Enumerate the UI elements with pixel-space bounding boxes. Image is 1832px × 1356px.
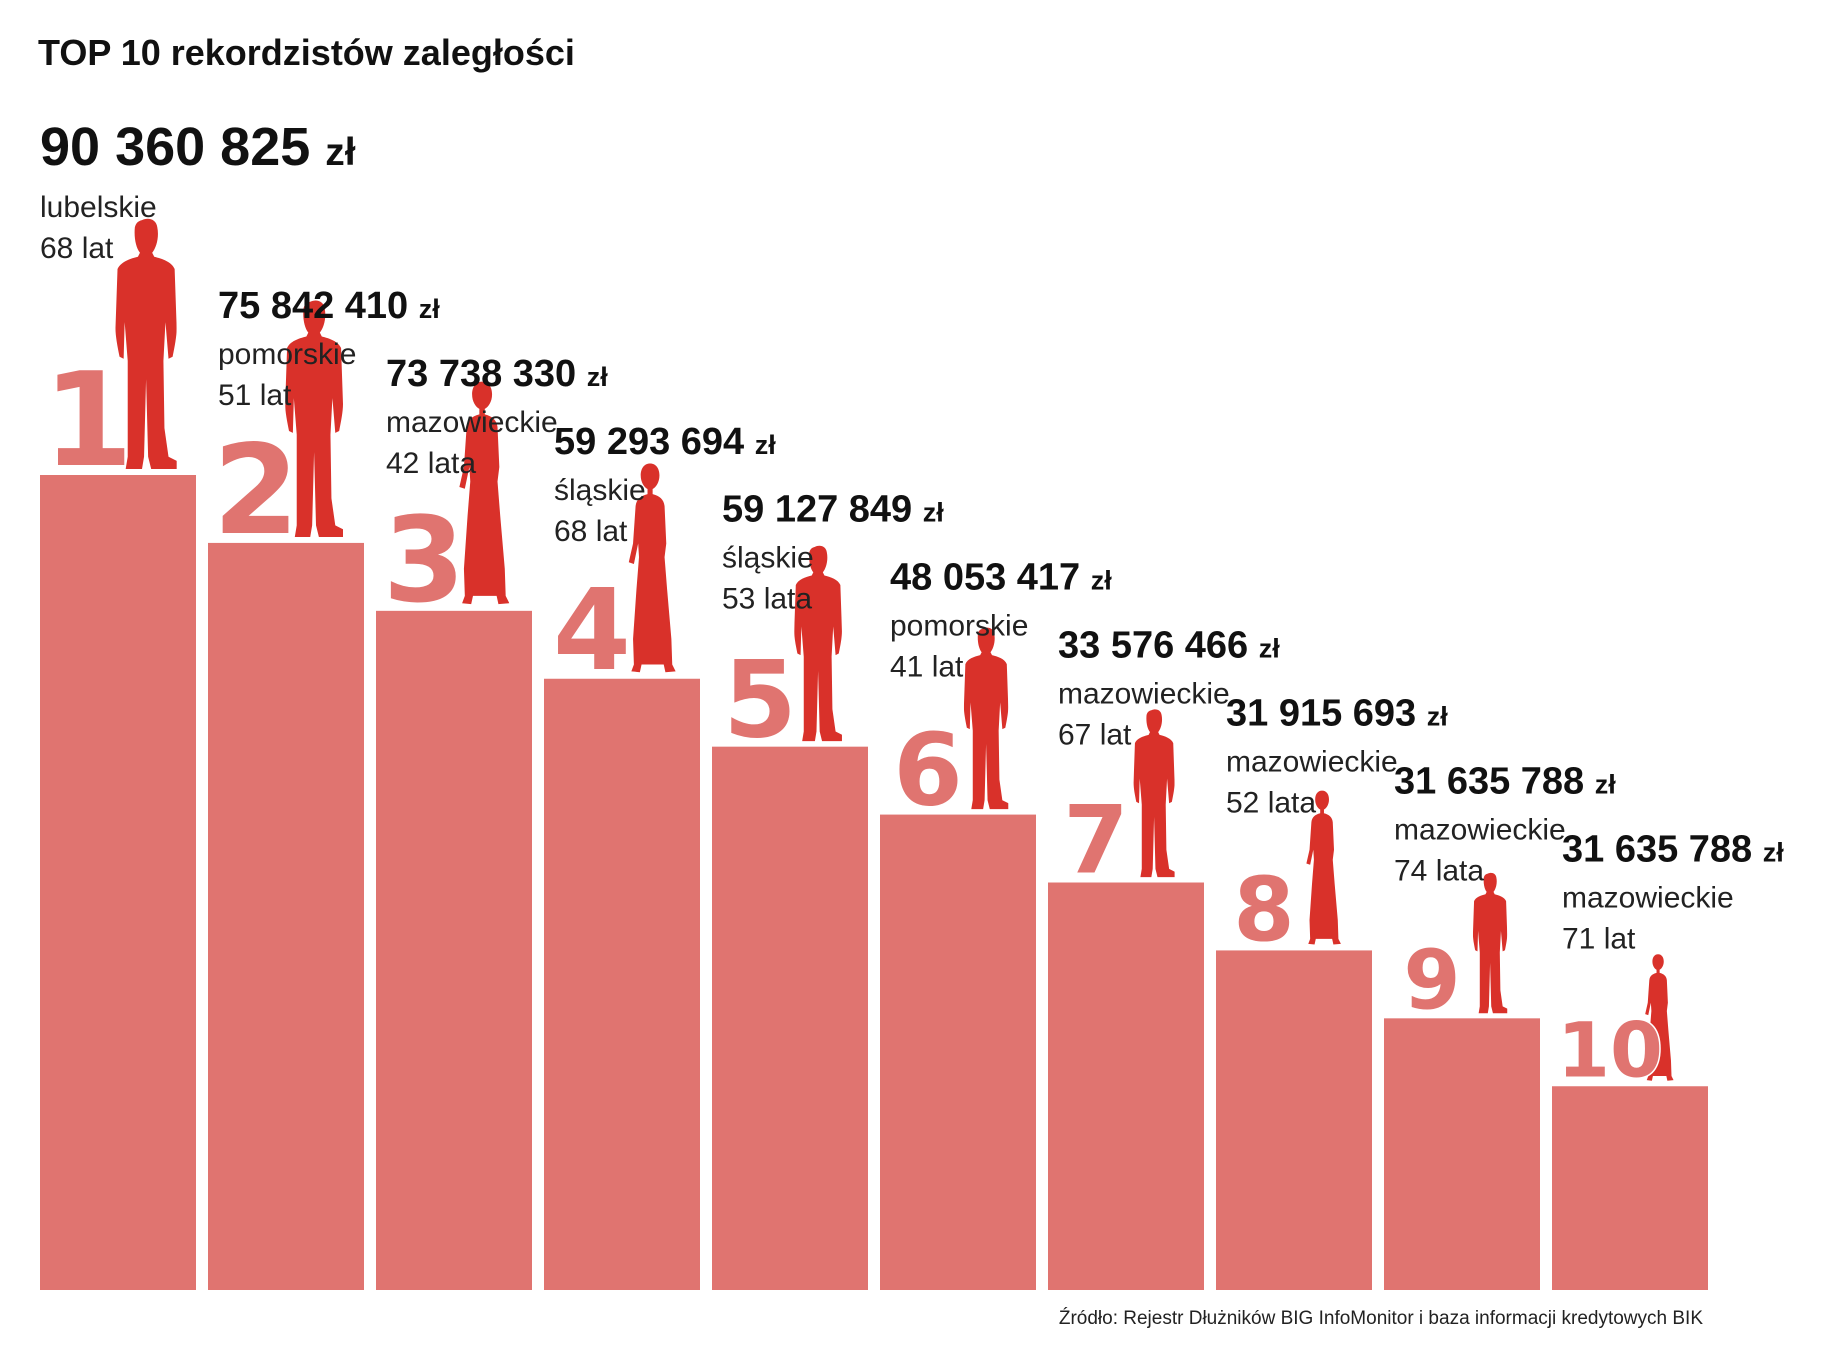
age-label: 51 lat: [218, 379, 292, 412]
region-label: śląskie: [722, 542, 814, 575]
rank-label-5: 5: [723, 639, 797, 762]
man-silhouette-icon: [1472, 872, 1508, 1014]
rank-label-7: 7: [1063, 787, 1128, 896]
bar-10: [1552, 1086, 1708, 1290]
rank-label-6: 6: [893, 712, 963, 829]
age-label: 74 lata: [1394, 854, 1484, 887]
age-label: 53 lata: [722, 583, 812, 616]
region-label: mazowieckie: [1394, 813, 1566, 846]
age-label: 67 lat: [1058, 719, 1132, 752]
man-silhouette-icon: [794, 545, 842, 742]
value-label: 73 738 330 zł: [386, 353, 608, 395]
value-label: 59 127 849 zł: [722, 489, 944, 531]
value-label: 33 576 466 zł: [1058, 625, 1280, 667]
age-label: 52 lata: [1226, 786, 1316, 819]
value-label: 48 053 417 zł: [890, 557, 1112, 599]
rank-label-10: 10: [1557, 1005, 1663, 1094]
region-label: lubelskie: [40, 191, 157, 224]
source-note: Źródło: Rejestr Dłużników BIG InfoMonito…: [1059, 1308, 1703, 1329]
region-label: mazowieckie: [1562, 881, 1734, 914]
rank-label-9: 9: [1403, 933, 1460, 1028]
chart-title: TOP 10 rekordzistów zaległości: [38, 32, 575, 73]
value-labels-group: 90 360 825 zł lubelskie 68 lat 75 842 410 z…: [40, 117, 1784, 955]
rank-label-4: 4: [553, 566, 631, 696]
rank-label-8: 8: [1233, 858, 1294, 961]
bar-1: [40, 475, 196, 1290]
bars-group: [40, 475, 1708, 1290]
region-label: mazowieckie: [1058, 678, 1230, 711]
region-label: śląskie: [554, 474, 646, 507]
bar-3: [376, 610, 532, 1290]
value-label: 31 635 788 zł: [1394, 760, 1616, 802]
age-label: 42 lata: [386, 447, 476, 480]
value-label: 59 293 694 zł: [554, 421, 776, 463]
bar-5: [712, 746, 868, 1290]
bar-8: [1216, 950, 1372, 1290]
region-label: mazowieckie: [386, 406, 558, 439]
value-label: 31 915 693 zł: [1226, 692, 1448, 734]
man-silhouette-icon: [963, 627, 1009, 810]
man-silhouette-icon: [1133, 709, 1175, 878]
region-label: mazowieckie: [1226, 745, 1398, 778]
region-label: pomorskie: [890, 610, 1028, 643]
value-label: 31 635 788 zł: [1562, 828, 1784, 870]
bar-2: [208, 542, 364, 1290]
value-label: 90 360 825 zł: [40, 117, 356, 177]
age-label: 68 lat: [554, 515, 628, 548]
region-label: pomorskie: [218, 338, 356, 371]
rank-label-2: 2: [213, 419, 299, 563]
rank-label-1: 1: [43, 344, 133, 496]
age-label: 41 lat: [890, 651, 964, 684]
bar-6: [880, 814, 1036, 1290]
bar-7: [1048, 882, 1204, 1290]
value-label: 75 842 410 zł: [218, 285, 440, 327]
bar-9: [1384, 1018, 1540, 1290]
bar-4: [544, 678, 700, 1290]
rank-label-3: 3: [383, 491, 465, 629]
age-label: 71 lat: [1562, 922, 1636, 955]
age-label: 68 lat: [40, 232, 114, 265]
